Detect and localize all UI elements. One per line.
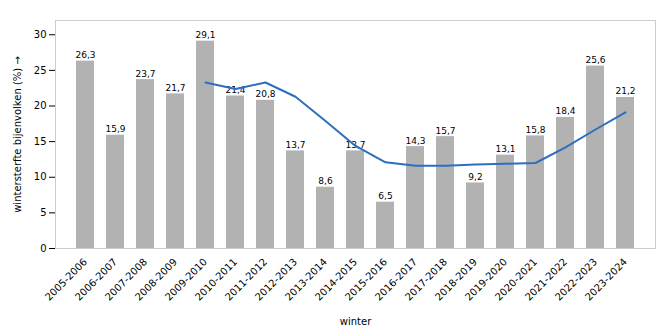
svg-text:0: 0 <box>40 243 46 254</box>
svg-text:13,1: 13,1 <box>495 144 515 154</box>
svg-text:21,7: 21,7 <box>165 83 185 93</box>
svg-text:5: 5 <box>40 207 46 218</box>
svg-text:14,3: 14,3 <box>405 136 425 146</box>
svg-text:2009-2010: 2009-2010 <box>162 256 210 303</box>
svg-text:wintersterfte bijenvolken (%): wintersterfte bijenvolken (%) → <box>12 56 23 213</box>
svg-text:2005-2006: 2005-2006 <box>42 256 90 303</box>
svg-text:29,1: 29,1 <box>195 30 215 40</box>
svg-text:13,7: 13,7 <box>285 140 305 150</box>
svg-text:2012-2013: 2012-2013 <box>252 256 300 303</box>
svg-text:2016-2017: 2016-2017 <box>372 256 420 303</box>
svg-text:21,2: 21,2 <box>615 86 635 96</box>
svg-text:2006-2007: 2006-2007 <box>72 256 120 303</box>
svg-text:25,6: 25,6 <box>585 55 605 65</box>
svg-text:winter: winter <box>340 316 372 327</box>
svg-text:26,3: 26,3 <box>75 50 95 60</box>
svg-text:2007-2008: 2007-2008 <box>102 256 150 303</box>
svg-text:2015-2016: 2015-2016 <box>342 256 390 303</box>
svg-text:15: 15 <box>34 136 47 147</box>
svg-text:2020-2021: 2020-2021 <box>492 256 540 303</box>
svg-text:2013-2014: 2013-2014 <box>282 256 330 303</box>
svg-text:2014-2015: 2014-2015 <box>312 256 360 303</box>
svg-text:15,9: 15,9 <box>105 124 125 134</box>
svg-text:2008-2009: 2008-2009 <box>132 256 180 303</box>
svg-text:21,4: 21,4 <box>225 85 246 95</box>
svg-text:25: 25 <box>34 65 47 76</box>
svg-text:2018-2019: 2018-2019 <box>432 256 480 303</box>
svg-text:10: 10 <box>34 171 47 182</box>
svg-text:2022-2023: 2022-2023 <box>552 256 600 303</box>
svg-text:9,2: 9,2 <box>468 172 482 182</box>
svg-text:15,8: 15,8 <box>525 125 545 135</box>
svg-text:30: 30 <box>34 29 47 40</box>
svg-text:2019-2020: 2019-2020 <box>462 256 510 303</box>
svg-text:15,7: 15,7 <box>435 126 455 136</box>
svg-text:23,7: 23,7 <box>135 69 155 79</box>
svg-text:6,5: 6,5 <box>378 191 392 201</box>
svg-text:20,8: 20,8 <box>255 89 275 99</box>
svg-text:2023-2024: 2023-2024 <box>583 256 629 302</box>
svg-text:18,4: 18,4 <box>555 106 575 116</box>
svg-text:20: 20 <box>34 100 47 111</box>
svg-text:13,7: 13,7 <box>345 139 366 150</box>
svg-text:2010-2011: 2010-2011 <box>192 256 240 303</box>
svg-text:2011-2012: 2011-2012 <box>222 256 270 303</box>
svg-text:2017-2018: 2017-2018 <box>402 256 450 303</box>
svg-text:8,6: 8,6 <box>318 176 333 186</box>
svg-text:2021-2022: 2021-2022 <box>522 256 570 303</box>
